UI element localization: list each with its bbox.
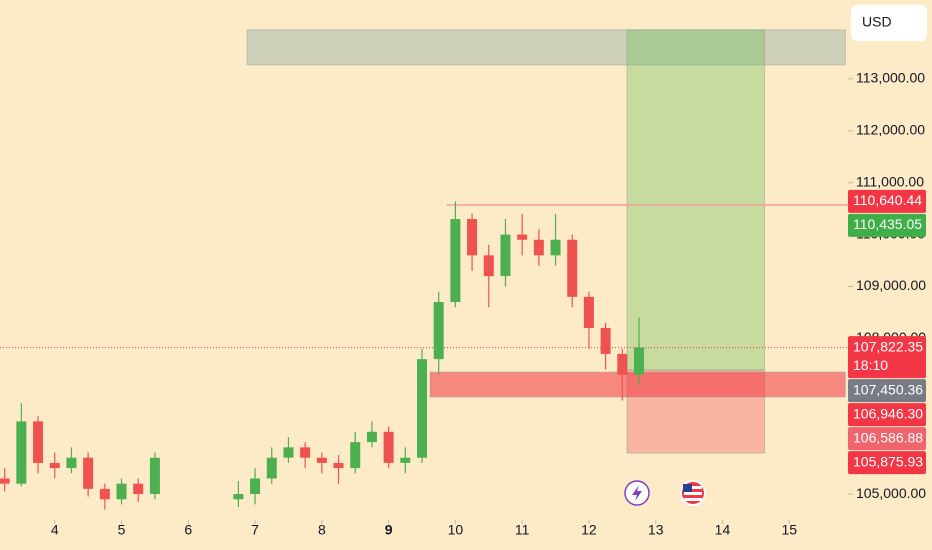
y-tick-label: 105,000.00 xyxy=(856,485,926,501)
event-icons xyxy=(624,480,706,506)
x-tick-label: 5 xyxy=(118,522,126,538)
candle-body xyxy=(83,457,94,489)
candle-body xyxy=(366,431,377,443)
candle-body xyxy=(433,302,444,360)
y-tick-label: 111,000.00 xyxy=(856,173,924,189)
x-tick-label: 15 xyxy=(781,522,797,538)
candle-body xyxy=(383,431,394,463)
price-label-box xyxy=(848,451,926,475)
candle-body xyxy=(33,421,44,463)
price-label-box xyxy=(848,213,926,237)
x-tick-label: 4 xyxy=(51,522,59,538)
candle-body xyxy=(316,457,327,463)
candle-body xyxy=(300,447,311,458)
price-label: 107,822.35 18:10 xyxy=(848,336,926,379)
x-tick-label: 12 xyxy=(581,522,597,538)
zone xyxy=(626,29,766,371)
price-label: 105,875.93 xyxy=(848,451,926,475)
price-label-box xyxy=(848,379,926,403)
candle-body xyxy=(350,442,361,469)
candle-body xyxy=(550,239,561,256)
price-label: 110,640.44 xyxy=(848,189,926,213)
candle-body xyxy=(567,239,578,297)
candle-body xyxy=(133,483,144,495)
candle-body xyxy=(600,327,611,354)
candle-body xyxy=(16,421,27,484)
flag-stripe xyxy=(684,486,702,489)
price-label: 110,435.05 xyxy=(848,213,926,237)
candle-body xyxy=(450,219,461,303)
y-tick-label: 113,000.00 xyxy=(856,70,925,86)
candle-body xyxy=(250,478,261,495)
candle-body xyxy=(533,239,544,256)
lightning xyxy=(632,485,642,501)
price-label-sub: 18:10 xyxy=(853,357,888,373)
candle-body xyxy=(66,457,77,469)
currency: USD xyxy=(862,14,892,30)
x-tick-label: 9 xyxy=(385,522,393,538)
x-tick-label: 14 xyxy=(715,522,731,538)
price-label: 106,946.30 xyxy=(848,403,926,427)
x-tick-label: 7 xyxy=(251,522,259,538)
candle-body xyxy=(500,234,511,277)
candle-body xyxy=(400,457,411,463)
price-label-box xyxy=(848,427,926,451)
y-tick-label: 112,000.00 xyxy=(856,121,925,137)
x-tick-label: 11 xyxy=(515,522,530,538)
price-label-text: 106,946.30 xyxy=(853,405,923,421)
price-label-box xyxy=(848,403,926,427)
price-label: 107,450.36 xyxy=(848,379,926,403)
candle-body xyxy=(283,447,294,458)
candle-body xyxy=(617,353,628,375)
candle-body xyxy=(0,478,10,484)
x-tick-label: 10 xyxy=(448,522,464,538)
candle-body xyxy=(467,219,478,256)
x-tick-label: 13 xyxy=(648,522,664,538)
flag-stripe xyxy=(684,492,702,495)
price-label-text: 106,586.88 xyxy=(853,429,923,445)
currency-button[interactable]: USD xyxy=(851,5,927,41)
candle-body xyxy=(416,359,428,458)
candle-body xyxy=(116,483,127,500)
price-label-text: 110,435.05 xyxy=(853,216,922,232)
candle-body xyxy=(149,457,160,495)
candle-body xyxy=(266,457,277,479)
zone xyxy=(246,29,846,66)
currency-box xyxy=(851,5,927,41)
candle-body xyxy=(233,494,244,500)
price-label-box xyxy=(848,189,926,213)
price-label-text: 107,822.35 xyxy=(853,338,923,354)
price-label-text: 105,875.93 xyxy=(853,453,923,469)
price-label-text: 110,640.44 xyxy=(853,192,922,208)
candle-body xyxy=(49,462,60,469)
flag-canton xyxy=(683,484,692,492)
price-label-box xyxy=(848,336,926,379)
y-tick-label: 109,000.00 xyxy=(856,277,926,293)
candle-body xyxy=(483,255,494,277)
candle-body xyxy=(583,296,594,328)
candle-body xyxy=(99,488,110,500)
x-tick-label: 6 xyxy=(184,522,192,538)
x-tick-label: 8 xyxy=(318,522,326,538)
plot-layer: 105,000.00108,000.00109,000.00110,000.00… xyxy=(0,29,926,538)
candle-body xyxy=(517,234,528,240)
price-label: 106,586.88 xyxy=(848,427,926,451)
candle-body xyxy=(333,462,344,469)
flag-stripe xyxy=(684,498,702,501)
price-label-text: 107,450.36 xyxy=(853,381,923,397)
zone xyxy=(429,371,846,398)
candle-body xyxy=(633,347,645,375)
